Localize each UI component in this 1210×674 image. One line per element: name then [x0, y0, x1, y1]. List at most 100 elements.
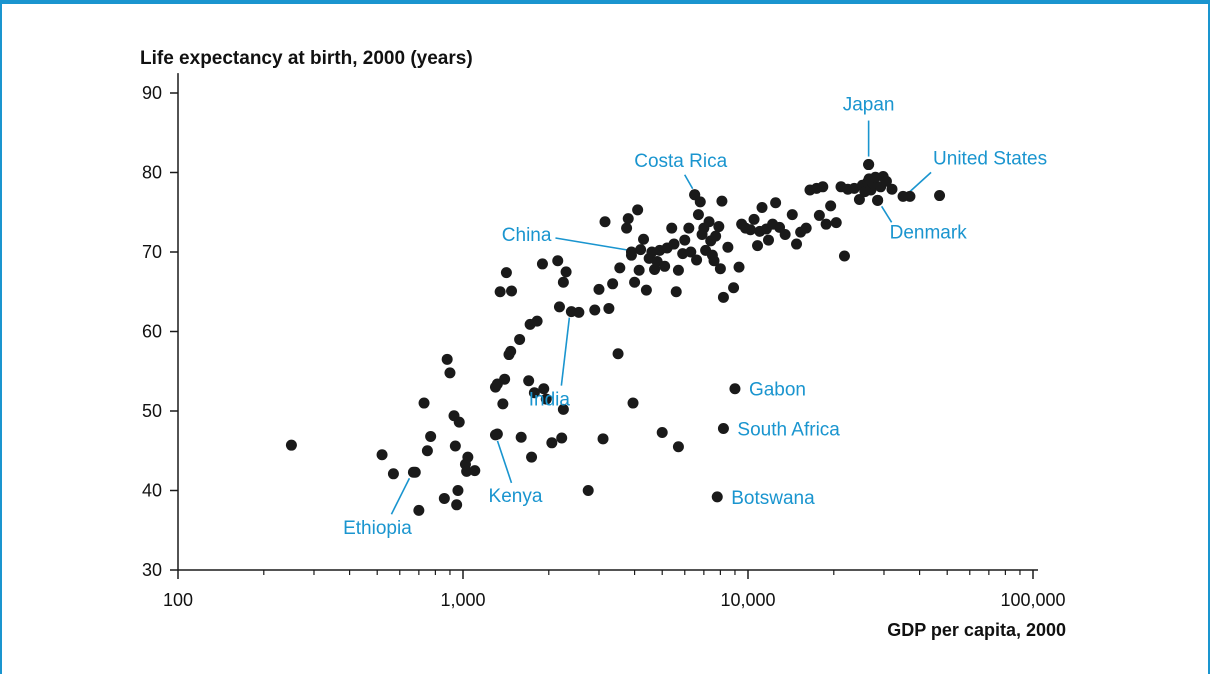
- data-point: [425, 430, 437, 442]
- data-point: [640, 284, 652, 296]
- data-point: [614, 262, 626, 274]
- data-point: [506, 285, 518, 297]
- data-point: [886, 183, 898, 195]
- x-axis-label: GDP per capita, 2000: [887, 620, 1066, 640]
- data-point: [714, 263, 726, 275]
- data-point: [638, 233, 650, 245]
- annotation-label-united-states: United States: [933, 148, 1047, 169]
- data-point: [557, 276, 569, 288]
- data-point: [500, 267, 512, 279]
- data-point: [685, 246, 697, 258]
- data-point: [692, 209, 704, 221]
- data-point: [825, 200, 837, 212]
- data-point-china: [625, 246, 637, 258]
- data-point: [526, 451, 538, 463]
- data-point-united-states: [897, 190, 909, 202]
- data-point: [672, 264, 684, 276]
- data-point: [557, 403, 569, 415]
- x-tick-label: 10,000: [720, 590, 775, 610]
- data-point: [627, 397, 639, 409]
- annotation-label-gabon: Gabon: [749, 380, 806, 401]
- data-point: [612, 348, 624, 360]
- annotation-labels: Japan Costa Rica United States Denmark China…: [343, 95, 1047, 540]
- data-point-kenya: [489, 429, 501, 441]
- leader-line: [683, 174, 694, 190]
- data-point: [514, 333, 526, 345]
- annotation-label-kenya: Kenya: [489, 486, 543, 507]
- data-point: [656, 426, 668, 438]
- data-point: [744, 224, 756, 236]
- annotation-label-costa-rica: Costa Rica: [634, 151, 727, 172]
- data-point: [830, 217, 842, 229]
- data-point: [713, 221, 725, 233]
- data-point: [582, 485, 594, 496]
- data-point: [691, 254, 703, 266]
- annotation-label-south-africa: South Africa: [737, 419, 840, 440]
- data-point: [546, 437, 558, 449]
- y-tick-label: 30: [142, 560, 162, 580]
- data-point: [538, 383, 550, 395]
- data-point: [413, 504, 425, 516]
- data-point: [880, 175, 892, 187]
- data-point: [679, 234, 691, 246]
- data-point: [820, 218, 832, 230]
- data-point: [531, 315, 543, 327]
- data-point: [838, 250, 850, 262]
- data-point: [752, 240, 764, 252]
- data-point: [786, 209, 798, 221]
- data-point: [589, 304, 601, 316]
- data-point: [597, 433, 609, 445]
- data-point: [540, 393, 552, 405]
- annotation-label-botswana: Botswana: [731, 488, 815, 509]
- data-point: [560, 266, 572, 278]
- data-point: [728, 282, 740, 294]
- data-point-costa-rica: [689, 189, 701, 201]
- data-point: [441, 353, 453, 365]
- data-point: [444, 367, 456, 379]
- data-point: [817, 181, 829, 193]
- data-point: [633, 264, 645, 276]
- leader-line: [908, 171, 932, 193]
- data-point: [452, 485, 464, 496]
- data-point: [285, 439, 297, 451]
- data-point: [710, 230, 722, 242]
- data-point: [748, 213, 760, 225]
- data-point: [703, 216, 715, 228]
- annotation-label-ethiopia: Ethiopia: [343, 518, 412, 539]
- y-tick-label: 40: [142, 481, 162, 501]
- data-point-botswana: [711, 491, 723, 503]
- data-point-ethiopia: [407, 466, 419, 478]
- data-point: [622, 213, 634, 225]
- data-point: [552, 255, 564, 267]
- data-point: [813, 209, 825, 221]
- data-point: [376, 449, 388, 461]
- data-point: [553, 301, 565, 313]
- annotation-label-denmark: Denmark: [890, 222, 968, 243]
- data-point: [770, 197, 782, 209]
- data-point: [733, 261, 745, 273]
- data-point: [603, 302, 615, 314]
- data-point: [505, 345, 517, 357]
- data-point: [716, 195, 728, 207]
- x-tick-label: 1,000: [440, 590, 485, 610]
- data-point-denmark: [872, 194, 884, 206]
- data-point: [599, 216, 611, 228]
- data-point: [672, 441, 684, 453]
- leader-line: [560, 317, 571, 386]
- y-tick-label: 80: [142, 163, 162, 183]
- data-point: [717, 291, 729, 303]
- data-point: [523, 375, 535, 387]
- data-point: [421, 445, 433, 457]
- data-point: [461, 465, 473, 477]
- leader-line: [880, 205, 893, 223]
- annotation-label-japan: Japan: [843, 95, 895, 116]
- data-point: [629, 276, 641, 288]
- data-point-india: [565, 306, 577, 318]
- data-points: [285, 159, 946, 516]
- data-point: [708, 255, 720, 267]
- annotation-label-china: China: [502, 225, 552, 246]
- data-point: [800, 222, 812, 234]
- data-point: [387, 468, 399, 480]
